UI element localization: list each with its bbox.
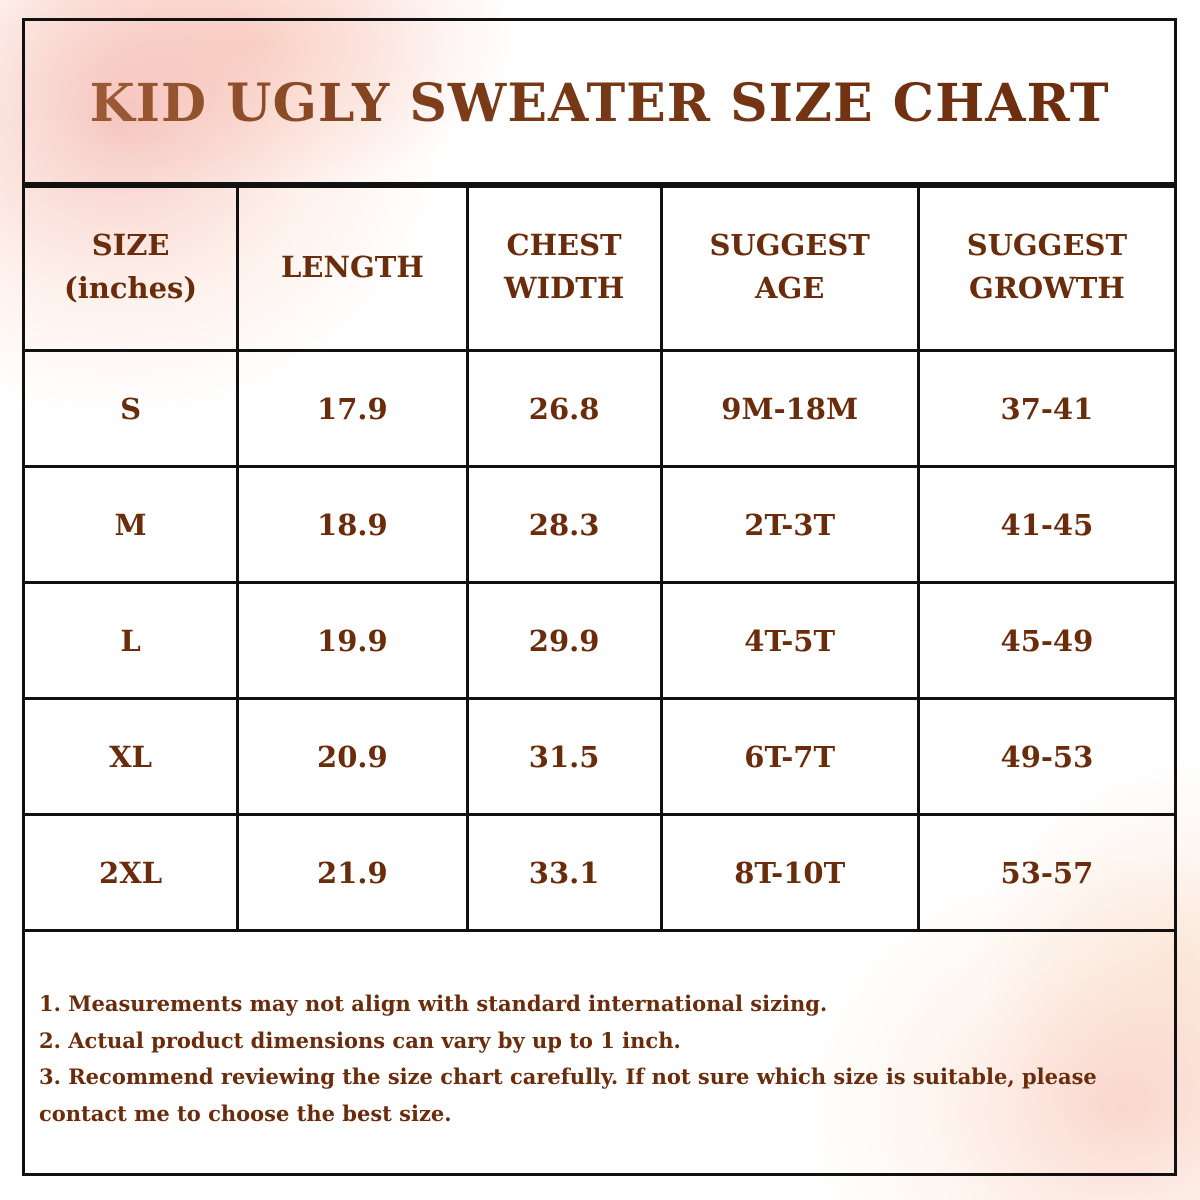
size-chart-frame: KID UGLY SWEATER SIZE CHART SIZE (inches)…: [21, 18, 1178, 1176]
column-header-line: CHEST: [506, 228, 622, 262]
table-cell: S: [21, 349, 240, 468]
note-item: 2. Actual product dimensions can vary by…: [39, 1027, 681, 1053]
table-cell: 28.3: [465, 465, 663, 584]
table-cell: 53-57: [916, 813, 1178, 932]
column-header-line: SUGGEST: [709, 228, 870, 262]
table-cell: 29.9: [465, 581, 663, 700]
table-cell: 17.9: [236, 349, 469, 468]
column-header-line: LENGTH: [281, 249, 424, 284]
note-item: 1. Measurements may not align with stand…: [39, 991, 828, 1016]
column-header-line: SIZE: [91, 228, 170, 262]
table-cell: 18.9: [236, 465, 469, 584]
column-header-line: WIDTH: [503, 271, 625, 305]
table-cell: 37-41: [916, 349, 1178, 468]
table-cell: 2XL: [21, 813, 240, 932]
table-cell: 33.1: [465, 813, 663, 932]
table-cell: 41-45: [916, 465, 1178, 584]
table-cell: 26.8: [465, 349, 663, 468]
column-header: LENGTH: [236, 182, 469, 352]
column-header-line: AGE: [755, 271, 825, 305]
column-header: SIZE (inches): [21, 182, 240, 352]
table-cell: 4T-5T: [659, 581, 920, 700]
size-table: SIZE (inches) LENGTH CHEST WIDTH SUGGEST AGE SU…: [21, 182, 1178, 932]
notes: 1. Measurements may not align with stand…: [39, 986, 1149, 1132]
table-row: L 19.9 29.9 4T-5T 45-49: [21, 581, 1178, 700]
table-cell: 21.9: [236, 813, 469, 932]
column-header: SUGGEST AGE: [659, 182, 920, 352]
table-cell: 49-53: [916, 697, 1178, 816]
column-header-line: SUGGEST: [966, 228, 1128, 262]
table-cell: 20.9: [236, 697, 469, 816]
note-item: 3. Recommend reviewing the size chart ca…: [39, 1064, 1097, 1126]
table-cell: 9M-18M: [659, 349, 920, 468]
column-header: CHEST WIDTH: [465, 182, 663, 352]
table-row: M 18.9 28.3 2T-3T 41-45: [21, 465, 1178, 584]
table-cell: M: [21, 465, 240, 584]
column-header: SUGGEST GROWTH: [916, 182, 1178, 352]
table-row: 2XL 21.9 33.1 8T-10T 53-57: [21, 813, 1178, 932]
table-cell: L: [21, 581, 240, 700]
table-cell: 45-49: [916, 581, 1178, 700]
table-header-row: SIZE (inches) LENGTH CHEST WIDTH SUGGEST AGE SU…: [21, 182, 1178, 352]
page-title: KID UGLY SWEATER SIZE CHART: [25, 21, 1174, 188]
table-cell: XL: [21, 697, 240, 816]
table-row: XL 20.9 31.5 6T-7T 49-53: [21, 697, 1178, 816]
table-cell: 6T-7T: [659, 697, 920, 816]
table-cell: 19.9: [236, 581, 469, 700]
table-cell: 31.5: [465, 697, 663, 816]
column-header-line: GROWTH: [969, 271, 1125, 305]
column-header-line: (inches): [64, 271, 198, 305]
table-cell: 2T-3T: [659, 465, 920, 584]
table-cell: 8T-10T: [659, 813, 920, 932]
table-row: S 17.9 26.8 9M-18M 37-41: [21, 349, 1178, 468]
